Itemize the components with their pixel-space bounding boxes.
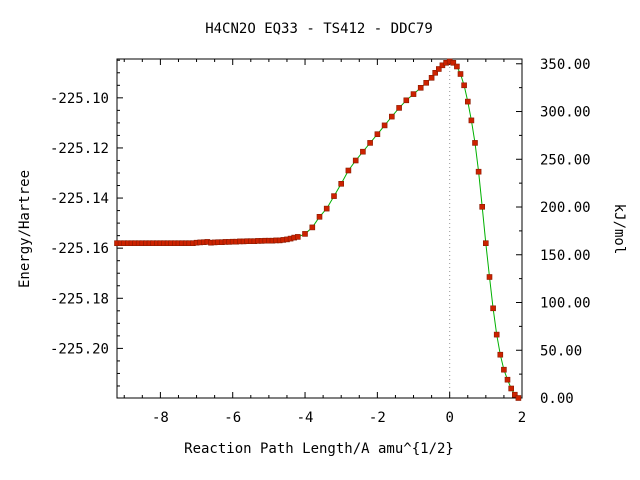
data-point	[475, 168, 482, 175]
energy-line	[117, 60, 519, 399]
data-point	[403, 97, 410, 104]
chart-title: H4CN2O EQ33 - TS412 - DDC79	[205, 21, 433, 37]
data-point	[454, 63, 460, 70]
data-point	[515, 395, 522, 401]
y-axis-label: Energy/Hartree	[17, 170, 33, 288]
x-tick-label: -2	[369, 410, 386, 426]
x-tick-label: 2	[518, 410, 526, 426]
data-point	[511, 391, 518, 398]
y-tick-label: -225.14	[50, 191, 109, 207]
data-point	[450, 59, 457, 66]
data-point	[396, 105, 402, 111]
data-point	[457, 71, 464, 77]
y-tick-label: -225.12	[50, 141, 109, 157]
data-point	[374, 131, 381, 137]
data-point	[352, 157, 359, 164]
data-point	[472, 140, 478, 146]
data-point	[468, 117, 475, 124]
data-point	[432, 70, 439, 76]
y2-tick-label: 200.00	[540, 200, 591, 216]
data-point	[323, 205, 330, 212]
data-point	[331, 193, 337, 199]
data-point	[501, 366, 507, 373]
data-point	[316, 214, 323, 220]
y2-tick-label: 100.00	[540, 296, 591, 312]
data-point	[504, 376, 511, 383]
data-point	[302, 231, 308, 237]
ticks: -8 -6 -4 -2 0 2 -225.10 -225.12 -225.14 -225.16 -2…	[50, 57, 591, 426]
x-tick-label: -4	[297, 410, 314, 426]
data-point	[464, 98, 471, 105]
data-point	[479, 204, 486, 210]
data-point	[486, 274, 493, 280]
y2-tick-label: 300.00	[540, 105, 591, 121]
data-point	[381, 122, 388, 129]
data-point	[493, 331, 500, 338]
y2-axis-label: kJ/mol	[611, 204, 627, 255]
data-point	[497, 351, 504, 358]
data-point	[360, 148, 366, 155]
data-point	[428, 75, 435, 81]
x-tick-label: 0	[445, 410, 453, 426]
x-axis-label: Reaction Path Length/A amu^{1/2}	[184, 441, 454, 457]
y2-tick-label: 150.00	[540, 248, 591, 264]
data-point	[309, 224, 316, 231]
data-point	[410, 91, 417, 97]
x-tick-label: -8	[152, 410, 169, 426]
y2-tick-label: 50.00	[540, 343, 582, 359]
axes	[116, 58, 523, 399]
y-tick-label: -225.20	[50, 341, 109, 357]
y2-tick-label: 250.00	[540, 152, 591, 168]
data-point	[367, 140, 373, 146]
y-tick-label: -225.10	[50, 91, 109, 107]
data-point	[423, 80, 430, 86]
data-point	[345, 167, 352, 174]
y2-tick-label: 350.00	[540, 57, 591, 73]
data-point	[338, 181, 345, 187]
x-tick-label: -6	[224, 410, 241, 426]
y2-tick-label: 0.00	[540, 391, 574, 407]
data-point	[294, 234, 301, 240]
y-tick-label: -225.18	[50, 291, 109, 307]
data-point	[461, 82, 467, 89]
data-point	[435, 66, 442, 72]
plot-frame	[116, 58, 523, 399]
data-point	[482, 240, 489, 246]
data-point	[508, 385, 515, 392]
data-point	[417, 85, 424, 91]
data-point	[388, 113, 395, 120]
y-tick-label: -225.16	[50, 241, 109, 257]
energy-series	[114, 58, 522, 401]
data-point	[490, 305, 496, 312]
